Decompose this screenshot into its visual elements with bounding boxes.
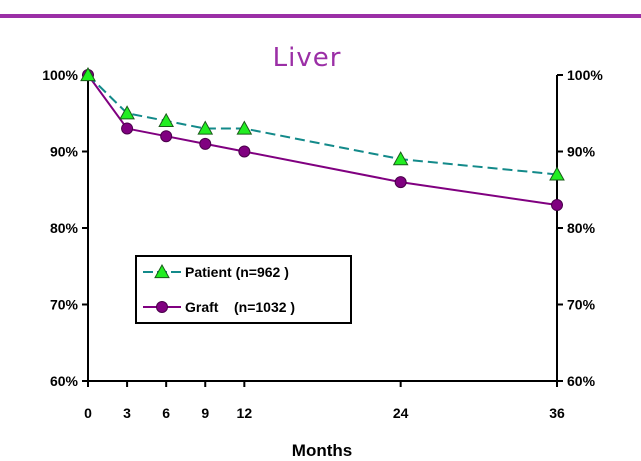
axes: 100% 100%90% 90%80% 80%70% 70%60% 60%0 3 6 9 12 24… (42, 67, 603, 421)
x-tick-label: 0 (84, 405, 92, 421)
series-line-patient (87, 74, 558, 176)
patient-point (236, 120, 253, 135)
graft-point (199, 137, 212, 150)
y-tick-label-left: 60% (50, 373, 79, 389)
series-line-graft (87, 74, 558, 207)
y-tick-label-right: 100% (567, 67, 603, 83)
legend: Patient (n=962 ) Graft (n=1032 ) (135, 255, 352, 324)
legend-marker-graft (156, 301, 168, 313)
y-tick-label-left: 80% (50, 220, 79, 236)
x-tick-label: 12 (237, 405, 253, 421)
chart-title: Liver (273, 43, 342, 73)
y-tick-label-right: 70% (567, 297, 596, 313)
y-tick-label-right: 80% (567, 220, 596, 236)
legend-marker-patient (154, 263, 170, 279)
patient-point (392, 151, 409, 166)
x-axis-label: Months (292, 441, 352, 460)
y-tick-label-right: 90% (567, 144, 596, 160)
x-tick-label: 9 (201, 405, 209, 421)
patient-point (158, 112, 175, 127)
patient-point (119, 105, 135, 120)
patient-point (549, 166, 565, 181)
graft-point (121, 122, 134, 135)
x-tick-label: 3 (123, 405, 131, 421)
y-tick-label-left: 90% (50, 144, 79, 160)
graft-point (551, 199, 563, 212)
x-tick-label: 36 (549, 405, 565, 421)
legend-label-graft: Graft (n=1032 ) (185, 299, 295, 315)
y-tick-label-left: 100% (42, 67, 78, 83)
y-tick-label-right: 60% (567, 373, 596, 389)
legend-box (135, 255, 352, 324)
patient-point (197, 120, 214, 135)
graft-point (238, 145, 251, 158)
graft-point (394, 176, 407, 189)
graft-point (160, 130, 173, 143)
legend-label-patient: Patient (n=962 ) (185, 264, 289, 280)
top-rule (0, 14, 641, 18)
patient-point (80, 66, 96, 82)
y-tick-label-left: 70% (50, 297, 79, 313)
series-layer (80, 66, 565, 212)
x-tick-label: 6 (162, 405, 170, 421)
x-tick-label: 24 (393, 405, 409, 421)
